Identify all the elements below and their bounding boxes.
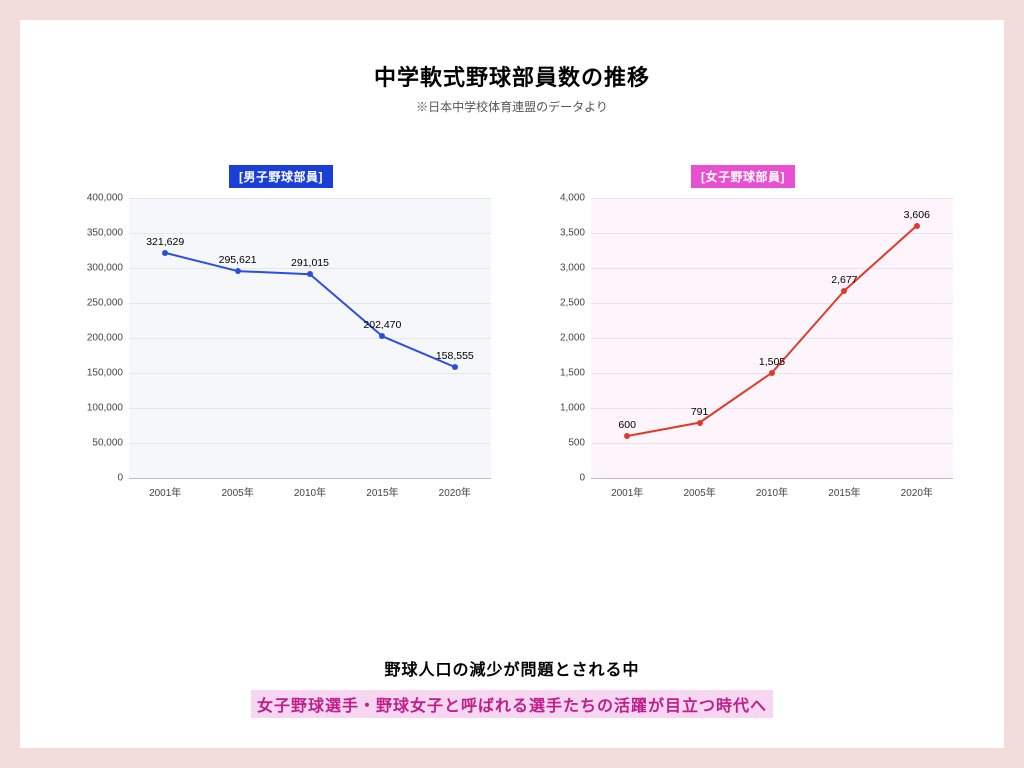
data-point xyxy=(769,370,775,376)
chart-box-female: 05001,0001,5002,0002,5003,0003,5004,0006… xyxy=(533,198,953,508)
chart-box-male: 0 50,000 100,000 150,000 200,000 250,000 300,0… xyxy=(71,198,491,508)
charts-row: [男子野球部員] 0 50,000 100,000 150,000 200,000 250,… xyxy=(70,165,954,508)
series-badge-female: [女子野球部員] xyxy=(691,165,795,188)
x-tick-label: 2005年 xyxy=(683,484,715,499)
footer-line-2: 女子野球選手・野球女子と呼ばれる選手たちの活躍が目立つ時代へ xyxy=(251,690,773,718)
x-axis-line xyxy=(591,478,953,479)
infographic-card: 中学軟式野球部員数の推移 ※日本中学校体育連盟のデータより [男子野球部員] 0 5… xyxy=(20,20,1004,748)
y-tick-label: 2,500 xyxy=(533,298,585,309)
data-point xyxy=(162,250,168,256)
y-tick-label: 250,000 xyxy=(71,298,123,309)
y-tick-label: 0 xyxy=(71,473,123,484)
data-point-label: 791 xyxy=(691,406,709,418)
y-tick-label: 200,000 xyxy=(71,333,123,344)
y-tick-label: 350,000 xyxy=(71,228,123,239)
x-tick-label: 2015年 xyxy=(366,484,398,499)
y-tick-label: 400,000 xyxy=(71,193,123,204)
x-axis-line xyxy=(129,478,491,479)
data-point xyxy=(452,364,458,370)
footer-line-1: 野球人口の減少が問題とされる中 xyxy=(70,656,954,680)
subtitle: ※日本中学校体育連盟のデータより xyxy=(70,98,954,115)
x-tick-label: 2020年 xyxy=(901,484,933,499)
y-tick-label: 3,000 xyxy=(533,263,585,274)
x-tick-label: 2020年 xyxy=(439,484,471,499)
y-tick-label: 3,500 xyxy=(533,228,585,239)
data-point-label: 600 xyxy=(618,419,636,431)
y-tick-label: 1,500 xyxy=(533,368,585,379)
data-point-label: 3,606 xyxy=(904,209,930,221)
data-point-label: 291,015 xyxy=(291,257,329,269)
y-tick-label: 500 xyxy=(533,438,585,449)
chart-male: [男子野球部員] 0 50,000 100,000 150,000 200,000 250,… xyxy=(70,165,492,508)
line-svg xyxy=(591,198,953,478)
x-tick-label: 2010年 xyxy=(294,484,326,499)
x-tick-label: 2005年 xyxy=(221,484,253,499)
data-point xyxy=(307,271,313,277)
data-point xyxy=(624,433,630,439)
y-tick-label: 4,000 xyxy=(533,193,585,204)
y-tick-label: 0 xyxy=(533,473,585,484)
data-point-label: 295,621 xyxy=(219,254,257,266)
y-tick-label: 300,000 xyxy=(71,263,123,274)
main-title: 中学軟式野球部員数の推移 xyxy=(70,60,954,92)
y-tick-label: 1,000 xyxy=(533,403,585,414)
data-point xyxy=(235,268,241,274)
series-badge-male: [男子野球部員] xyxy=(229,165,333,188)
data-point xyxy=(379,333,385,339)
data-point xyxy=(697,420,703,426)
data-point-label: 202,470 xyxy=(363,319,401,331)
y-tick-label: 50,000 xyxy=(71,438,123,449)
chart-female: [女子野球部員] 0 500 1,000 1,500 2,000 2,500 3,000 3,5… xyxy=(532,165,954,508)
y-tick-label: 150,000 xyxy=(71,368,123,379)
data-point xyxy=(914,223,920,229)
y-tick-label: 2,000 xyxy=(533,333,585,344)
x-tick-label: 2001年 xyxy=(149,484,181,499)
x-tick-label: 2001年 xyxy=(611,484,643,499)
y-tick-label: 100,000 xyxy=(71,403,123,414)
footer-block: 野球人口の減少が問題とされる中 女子野球選手・野球女子と呼ばれる選手たちの活躍が… xyxy=(70,656,954,718)
data-point-label: 2,677 xyxy=(831,274,857,286)
x-tick-label: 2015年 xyxy=(828,484,860,499)
data-point-label: 1,505 xyxy=(759,356,785,368)
data-point-label: 158,555 xyxy=(436,350,474,362)
data-point xyxy=(841,288,847,294)
x-tick-label: 2010年 xyxy=(756,484,788,499)
data-point-label: 321,629 xyxy=(146,236,184,248)
